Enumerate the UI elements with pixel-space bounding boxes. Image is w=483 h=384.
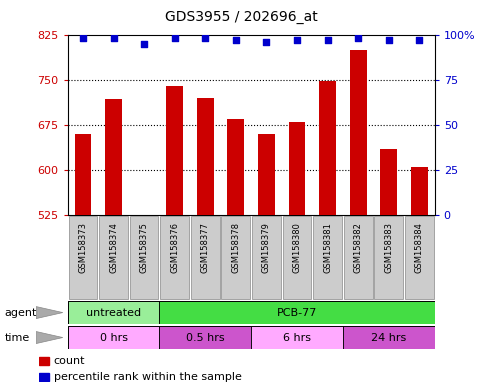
Text: GSM158378: GSM158378	[231, 222, 241, 273]
Text: 0.5 hrs: 0.5 hrs	[186, 333, 225, 343]
FancyBboxPatch shape	[252, 216, 281, 299]
Point	[79, 35, 87, 41]
FancyBboxPatch shape	[343, 326, 435, 349]
FancyBboxPatch shape	[130, 216, 158, 299]
Point	[232, 37, 240, 43]
Text: GSM158380: GSM158380	[293, 222, 301, 273]
Text: GSM158383: GSM158383	[384, 222, 393, 273]
Text: 6 hrs: 6 hrs	[283, 333, 311, 343]
Point	[110, 35, 117, 41]
FancyBboxPatch shape	[283, 216, 312, 299]
Text: 0 hrs: 0 hrs	[99, 333, 128, 343]
Bar	[227, 119, 244, 215]
Text: GDS3955 / 202696_at: GDS3955 / 202696_at	[165, 10, 318, 23]
Text: GSM158382: GSM158382	[354, 222, 363, 273]
Polygon shape	[36, 306, 63, 319]
Bar	[136, 215, 153, 217]
Text: count: count	[54, 356, 85, 366]
Bar	[258, 134, 275, 215]
Bar	[350, 50, 367, 215]
Bar	[197, 98, 213, 215]
Text: GSM158379: GSM158379	[262, 222, 271, 273]
Text: GSM158374: GSM158374	[109, 222, 118, 273]
Bar	[319, 81, 336, 215]
FancyBboxPatch shape	[68, 326, 159, 349]
Text: GSM158373: GSM158373	[78, 222, 87, 273]
FancyBboxPatch shape	[405, 216, 434, 299]
Bar	[39, 357, 49, 365]
Polygon shape	[36, 331, 63, 344]
Text: GSM158377: GSM158377	[201, 222, 210, 273]
Point	[201, 35, 209, 41]
Text: untreated: untreated	[86, 308, 141, 318]
Text: GSM158381: GSM158381	[323, 222, 332, 273]
FancyBboxPatch shape	[159, 301, 435, 324]
FancyBboxPatch shape	[222, 216, 250, 299]
Point	[140, 41, 148, 47]
Bar	[381, 149, 397, 215]
FancyBboxPatch shape	[191, 216, 220, 299]
Bar	[411, 167, 428, 215]
FancyBboxPatch shape	[99, 216, 128, 299]
Point	[355, 35, 362, 41]
FancyBboxPatch shape	[68, 301, 159, 324]
Text: 24 hrs: 24 hrs	[371, 333, 406, 343]
Point	[385, 37, 393, 43]
Bar	[289, 122, 305, 215]
FancyBboxPatch shape	[160, 216, 189, 299]
Point	[324, 37, 331, 43]
Point	[293, 37, 301, 43]
FancyBboxPatch shape	[251, 326, 343, 349]
Point	[415, 37, 423, 43]
Text: GSM158375: GSM158375	[140, 222, 149, 273]
Bar	[74, 134, 91, 215]
Text: GSM158376: GSM158376	[170, 222, 179, 273]
Text: GSM158384: GSM158384	[415, 222, 424, 273]
Point	[263, 39, 270, 45]
Text: agent: agent	[5, 308, 37, 318]
Text: percentile rank within the sample: percentile rank within the sample	[54, 372, 242, 382]
Text: PCB-77: PCB-77	[277, 308, 317, 318]
FancyBboxPatch shape	[159, 326, 251, 349]
Bar	[166, 86, 183, 215]
Bar	[39, 372, 49, 381]
Text: time: time	[5, 333, 30, 343]
FancyBboxPatch shape	[313, 216, 342, 299]
FancyBboxPatch shape	[344, 216, 372, 299]
Bar	[105, 99, 122, 215]
FancyBboxPatch shape	[374, 216, 403, 299]
FancyBboxPatch shape	[69, 216, 97, 299]
Point	[171, 35, 179, 41]
